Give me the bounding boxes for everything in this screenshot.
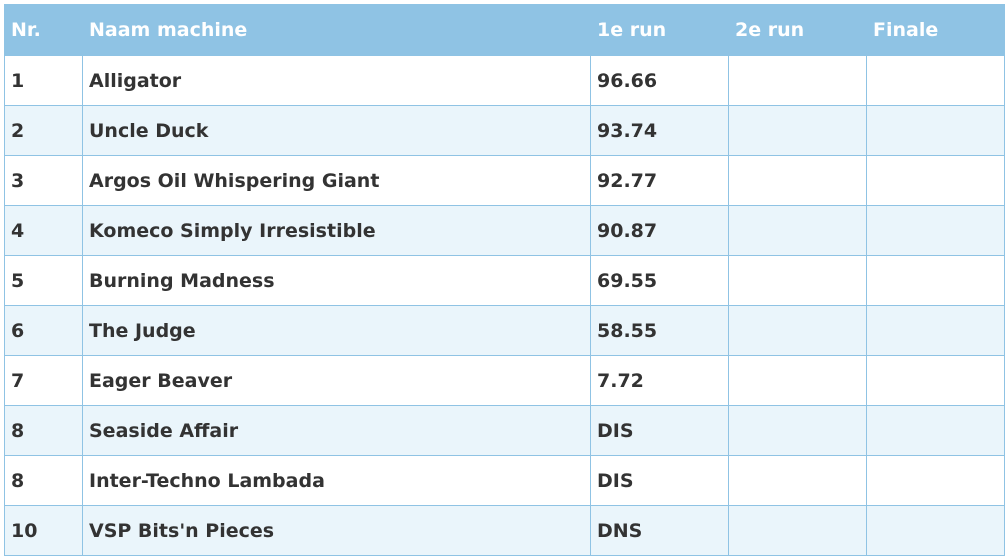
cell-run2 [728,455,867,506]
cell-run2 [728,255,867,306]
table-row: 6 The Judge 58.55 [4,305,1005,356]
cell-run1: 90.87 [590,205,729,256]
cell-name: Inter-Techno Lambada [82,455,591,506]
header-nr: Nr. [4,4,83,56]
cell-run1: DIS [590,455,729,506]
cell-name: The Judge [82,305,591,356]
cell-name: Argos Oil Whispering Giant [82,155,591,206]
table-row: 4 Komeco Simply Irresistible 90.87 [4,205,1005,256]
cell-name: Burning Madness [82,255,591,306]
cell-run2 [728,155,867,206]
cell-name: VSP Bits'n Pieces [82,505,591,556]
header-run1: 1e run [590,4,729,56]
cell-finale [866,405,1005,456]
cell-run2 [728,105,867,156]
cell-run1: 93.74 [590,105,729,156]
cell-nr: 6 [4,305,83,356]
cell-finale [866,205,1005,256]
cell-nr: 10 [4,505,83,556]
cell-nr: 1 [4,55,83,106]
table-row: 8 Inter-Techno Lambada DIS [4,455,1005,506]
cell-finale [866,305,1005,356]
table-row: 5 Burning Madness 69.55 [4,255,1005,306]
cell-run2 [728,205,867,256]
cell-run1: 69.55 [590,255,729,306]
cell-run1: DNS [590,505,729,556]
cell-name: Eager Beaver [82,355,591,406]
cell-finale [866,455,1005,506]
table-row: 2 Uncle Duck 93.74 [4,105,1005,156]
header-finale: Finale [866,4,1005,56]
cell-nr: 7 [4,355,83,406]
header-run2: 2e run [728,4,867,56]
cell-run1: DIS [590,405,729,456]
results-table-container: Nr. Naam machine 1e run 2e run Finale 1 … [4,4,1005,556]
cell-run2 [728,305,867,356]
header-row: Nr. Naam machine 1e run 2e run Finale [4,4,1005,56]
table-header: Nr. Naam machine 1e run 2e run Finale [4,4,1005,56]
cell-run2 [728,355,867,406]
cell-nr: 2 [4,105,83,156]
cell-run1: 7.72 [590,355,729,406]
cell-name: Komeco Simply Irresistible [82,205,591,256]
header-name: Naam machine [82,4,591,56]
table-row: 7 Eager Beaver 7.72 [4,355,1005,406]
cell-finale [866,355,1005,406]
cell-finale [866,255,1005,306]
table-row: 10 VSP Bits'n Pieces DNS [4,505,1005,556]
table-row: 1 Alligator 96.66 [4,55,1005,106]
cell-nr: 5 [4,255,83,306]
table-body: 1 Alligator 96.66 2 Uncle Duck 93.74 3 A… [4,55,1005,556]
results-table: Nr. Naam machine 1e run 2e run Finale 1 … [4,4,1005,556]
cell-run1: 92.77 [590,155,729,206]
cell-run2 [728,505,867,556]
cell-finale [866,155,1005,206]
cell-name: Alligator [82,55,591,106]
cell-nr: 3 [4,155,83,206]
cell-finale [866,105,1005,156]
cell-run2 [728,405,867,456]
cell-nr: 4 [4,205,83,256]
table-row: 3 Argos Oil Whispering Giant 92.77 [4,155,1005,206]
cell-run2 [728,55,867,106]
cell-nr: 8 [4,455,83,506]
cell-run1: 58.55 [590,305,729,356]
cell-finale [866,505,1005,556]
cell-run1: 96.66 [590,55,729,106]
cell-name: Seaside Affair [82,405,591,456]
table-row: 8 Seaside Affair DIS [4,405,1005,456]
cell-name: Uncle Duck [82,105,591,156]
cell-finale [866,55,1005,106]
cell-nr: 8 [4,405,83,456]
